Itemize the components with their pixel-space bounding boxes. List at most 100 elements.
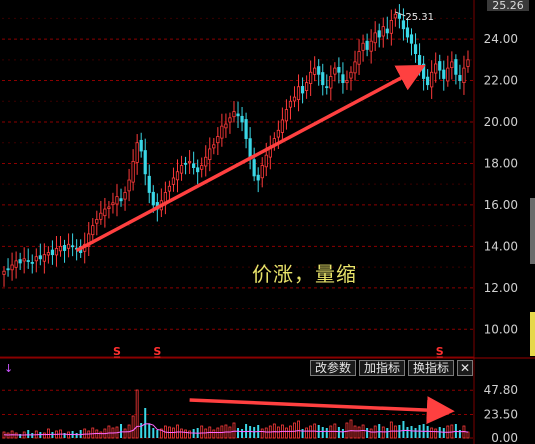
- candle-body: [34, 256, 38, 262]
- current-price-box: 25.26: [487, 0, 529, 11]
- scroll-handle-lower[interactable]: [530, 312, 535, 356]
- signal-marker: S: [153, 345, 161, 358]
- volume-bar: [140, 423, 143, 438]
- volume-bar: [272, 423, 276, 439]
- peak-price-label: 25.31: [405, 12, 434, 23]
- candle-body: [212, 144, 216, 149]
- volume-bar: [349, 419, 353, 439]
- candle-body: [208, 148, 212, 161]
- candle-body: [345, 80, 349, 84]
- close-icon[interactable]: ✕: [457, 360, 474, 376]
- candle-body: [369, 40, 373, 52]
- candle-body: [409, 34, 414, 44]
- candle-body: [127, 179, 131, 192]
- volume-bar: [131, 415, 135, 439]
- candle-body: [349, 71, 353, 79]
- candle-body: [175, 171, 180, 181]
- price-tick-label: 14.00: [484, 239, 518, 253]
- volume-bar: [426, 426, 429, 438]
- candle-body: [413, 44, 418, 54]
- candle-body: [329, 76, 333, 89]
- candle-body: [426, 76, 430, 86]
- price-tick-label: 18.00: [484, 156, 518, 170]
- volume-bar: [249, 426, 252, 438]
- indicator-toolbar: 改参数 加指标 换指标 ✕: [310, 360, 474, 376]
- candle-body: [288, 100, 293, 108]
- volume-bar: [79, 430, 82, 438]
- candle-body: [167, 185, 172, 192]
- candle-body: [179, 165, 184, 174]
- volume-bar: [107, 425, 111, 439]
- volume-tick-label: 47.80: [484, 383, 518, 397]
- candle-body: [58, 245, 63, 252]
- switch-indicator-button[interactable]: 换指标: [408, 360, 455, 376]
- candle-body: [244, 119, 248, 139]
- volume-bar: [152, 428, 155, 438]
- candle-body: [2, 270, 6, 275]
- candle-body: [434, 63, 438, 74]
- candle-body: [365, 40, 369, 50]
- candle-body: [228, 117, 232, 123]
- volume-bar: [264, 427, 268, 439]
- volume-bar: [341, 429, 344, 438]
- volume-bar: [184, 429, 187, 439]
- candle-body: [26, 260, 30, 262]
- volume-bar: [393, 425, 397, 439]
- volume-bar: [46, 428, 50, 439]
- modify-params-button[interactable]: 改参数: [310, 360, 357, 376]
- signal-marker: S: [436, 345, 444, 358]
- volume-bar: [276, 426, 280, 439]
- volume-bar: [31, 433, 34, 438]
- candle-body: [357, 51, 361, 65]
- candle-body: [446, 67, 450, 82]
- volume-bar: [42, 432, 46, 439]
- candle-body: [220, 125, 224, 139]
- volume-bar: [438, 427, 441, 438]
- candle-body: [54, 248, 59, 256]
- candle-body: [95, 219, 99, 224]
- candle-body: [442, 69, 446, 79]
- scroll-handle[interactable]: [530, 198, 535, 264]
- candle-body: [91, 225, 95, 236]
- volume-bar: [159, 428, 163, 439]
- volume-bar: [309, 425, 313, 439]
- candle-body: [389, 20, 393, 34]
- volume-bar: [434, 428, 438, 439]
- candle-body: [107, 206, 111, 209]
- volume-ma-line: [3, 423, 469, 436]
- add-indicator-button[interactable]: 加指标: [359, 360, 406, 376]
- candle-body: [256, 174, 260, 181]
- volume-bar: [353, 425, 357, 439]
- candle-body: [66, 243, 71, 249]
- candle-body: [22, 258, 26, 262]
- candle-body: [99, 212, 103, 220]
- candle-body: [151, 191, 155, 206]
- candle-body: [305, 82, 309, 91]
- volume-bar: [366, 428, 369, 438]
- candle-body: [397, 14, 401, 19]
- volume-bar: [458, 430, 461, 438]
- candle-body: [296, 86, 301, 101]
- volume-bar: [253, 427, 256, 438]
- candle-body: [462, 67, 466, 84]
- candle-body: [438, 61, 442, 71]
- candle-body: [135, 142, 139, 163]
- volume-bar: [148, 424, 151, 438]
- volume-bar: [144, 408, 147, 438]
- candle-body: [341, 74, 345, 84]
- volume-bar: [135, 389, 139, 439]
- volume-bar: [301, 429, 304, 438]
- candle-body: [276, 129, 280, 138]
- volume-bar: [369, 428, 373, 439]
- candle-body: [204, 156, 208, 167]
- volume-bar: [466, 431, 470, 439]
- candle-body: [183, 162, 188, 165]
- volume-bar: [120, 424, 123, 438]
- volume-bar: [241, 429, 244, 438]
- candle-body: [317, 66, 321, 75]
- candle-body: [232, 111, 236, 118]
- candle-body: [313, 67, 317, 75]
- candle-body: [458, 75, 462, 81]
- volume-bar: [200, 425, 204, 439]
- candle-body: [248, 138, 252, 158]
